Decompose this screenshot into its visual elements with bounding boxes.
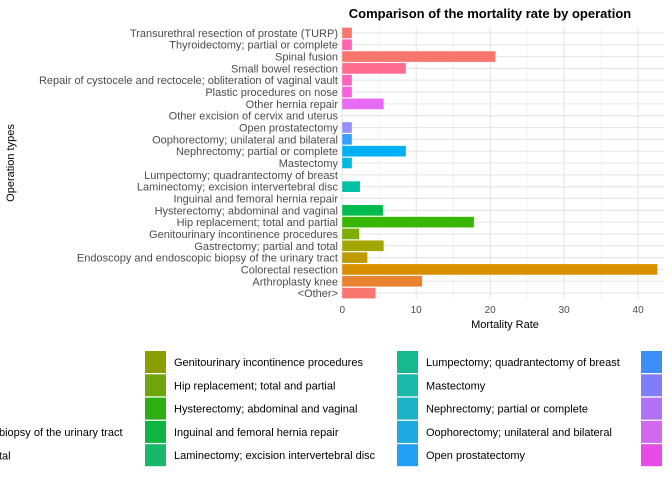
legend-label: Oophorectomy; unilateral and bilateral — [426, 427, 612, 439]
bar — [342, 122, 352, 133]
legend-label: Lumpectomy; quadrantectomy of breast — [426, 357, 620, 369]
legend-swatch — [145, 420, 166, 443]
y-tick-label: Mastectomy — [279, 158, 339, 170]
bar — [342, 287, 376, 299]
y-tick-label: Plastic procedures on nose — [205, 87, 338, 99]
y-tick-label: Colorectal resection — [241, 264, 338, 276]
y-tick-label: Endoscopy and endoscopic biopsy of the u… — [77, 253, 338, 265]
x-tick-label: 30 — [559, 305, 571, 316]
y-tick-label: Lumpectomy; quadrantectomy of breast — [144, 170, 338, 182]
bar — [342, 216, 474, 228]
legend-swatch — [641, 374, 662, 397]
y-tick-label: Transurethral resection of prostate (TUR… — [130, 28, 338, 40]
x-tick-label: 0 — [339, 305, 345, 316]
bar — [342, 63, 406, 74]
bar — [342, 204, 383, 216]
legend: biopsy of the urinary tract tal Genitourin… — [0, 351, 662, 467]
y-tick-label: Inguinal and femoral hernia repair — [174, 193, 339, 205]
bar — [342, 264, 658, 275]
y-tick-label: Small bowel resection — [231, 63, 338, 75]
legend-label: Mastectomy — [426, 380, 486, 392]
legend-swatch — [397, 397, 418, 420]
y-tick-label: Gastrectomy; partial and total — [194, 241, 338, 253]
legend-label: Nephrectomy; partial or complete — [426, 404, 588, 416]
x-axis-label: Mortality Rate — [471, 319, 539, 331]
y-tick-label: Oophorectomy; unilateral and bilateral — [152, 134, 338, 146]
bar — [342, 157, 352, 169]
legend-label: Inguinal and femoral hernia repair — [174, 427, 339, 439]
bar — [342, 252, 368, 263]
legend-swatch — [145, 397, 166, 420]
y-tick-label: Genitourinary incontinence procedures — [149, 229, 338, 241]
legend-label: Hysterectomy; abdominal and vaginal — [174, 404, 357, 416]
legend-label: tal — [0, 450, 11, 462]
y-tick-label: Other hernia repair — [246, 99, 339, 111]
legend-swatch — [397, 444, 418, 467]
legend-label: Laminectomy; excision intervertebral dis… — [174, 450, 376, 462]
y-tick-label: Nephrectomy; partial or complete — [176, 146, 338, 158]
y-tick-label: Arthroplasty knee — [252, 276, 338, 288]
legend-swatch — [145, 351, 166, 373]
legend-swatch — [397, 420, 418, 443]
bar — [342, 275, 423, 287]
y-tick-label: <Other> — [298, 288, 338, 300]
bar — [342, 145, 406, 157]
y-tick-label: Hysterectomy; abdominal and vaginal — [155, 205, 338, 217]
legend-swatch — [397, 351, 418, 373]
legend-label: biopsy of the urinary tract — [0, 427, 123, 439]
bar — [342, 39, 352, 51]
bar — [342, 228, 360, 240]
legend-swatch — [641, 397, 662, 420]
y-tick-label: Other excision of cervix and uterus — [169, 111, 339, 123]
legend-swatch — [641, 420, 662, 443]
legend-swatch — [145, 374, 166, 397]
legend-swatch — [641, 444, 662, 467]
y-tick-label: Repair of cystocele and rectocele; oblit… — [39, 75, 338, 87]
x-tick-label: 10 — [411, 305, 423, 316]
bar — [342, 181, 360, 192]
y-tick-label: Open prostatectomy — [239, 123, 339, 135]
legend-label: Genitourinary incontinence procedures — [174, 357, 363, 369]
bar — [342, 86, 352, 98]
y-tick-label: Thyroidectomy; partial or complete — [169, 40, 338, 52]
legend-label: Hip replacement; total and partial — [174, 380, 335, 392]
bar — [342, 98, 384, 110]
y-tick-label: Spinal fusion — [275, 52, 338, 64]
y-tick-label: Hip replacement; total and partial — [177, 217, 338, 229]
x-tick-labels: 0 10 20 30 40 — [339, 305, 644, 316]
bar-group — [342, 27, 658, 299]
x-tick-label: 20 — [485, 305, 497, 316]
y-axis-label: Operation types — [5, 124, 17, 202]
legend-swatch — [641, 351, 662, 373]
bar — [342, 27, 352, 39]
y-tick-label: Laminectomy; excision intervertebral dis… — [137, 182, 339, 194]
legend-label: Open prostatectomy — [426, 450, 526, 462]
legend-swatch — [145, 444, 166, 467]
bar — [342, 74, 352, 86]
x-tick-label: 40 — [633, 305, 645, 316]
chart-title: Comparison of the mortality rate by oper… — [349, 6, 631, 21]
bar — [342, 51, 496, 62]
bar — [342, 134, 352, 145]
legend-swatch — [397, 374, 418, 397]
bar — [342, 240, 384, 252]
